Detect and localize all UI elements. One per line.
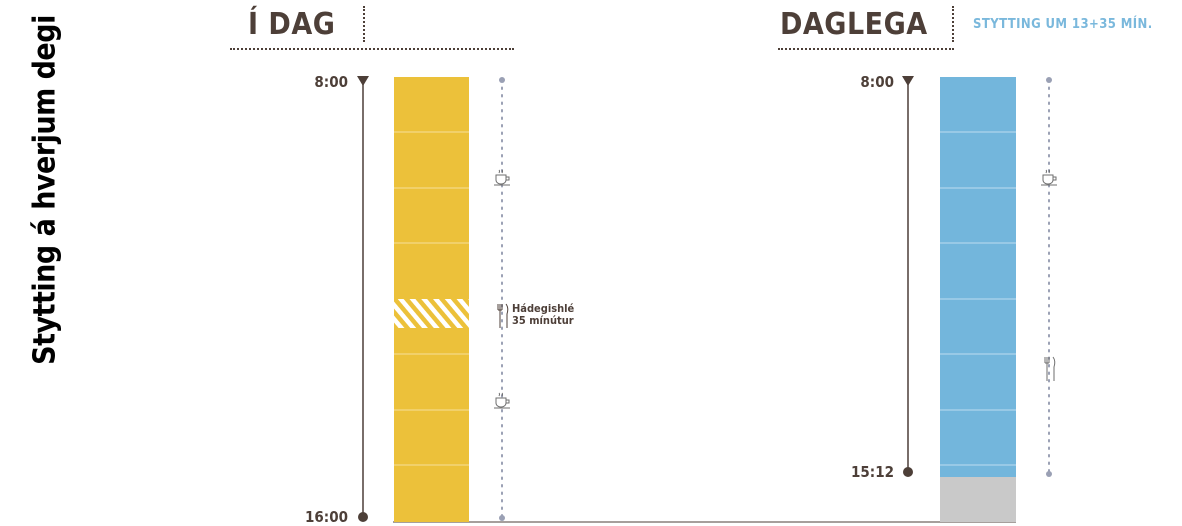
right-work-bar	[940, 77, 1016, 522]
coffee-icon	[494, 169, 510, 186]
left-title-separator	[363, 6, 365, 42]
right-timeline-axis	[902, 76, 914, 477]
left-break-line	[499, 77, 505, 521]
left-title-underline	[230, 48, 514, 50]
coffee-icon	[494, 392, 510, 409]
right-break-line	[1046, 77, 1052, 477]
lunch-label-duration: 35 mínútur	[512, 314, 574, 327]
right-start-time: 8:00	[860, 73, 894, 91]
lunch-label-title: Hádegishlé	[512, 302, 575, 315]
right-start-marker	[902, 76, 914, 86]
right-end-time: 15:12	[851, 463, 894, 481]
left-timeline-axis	[357, 76, 369, 522]
reduction-segment	[940, 477, 1016, 522]
left-title: Í DAG	[248, 7, 336, 42]
right-title-underline	[778, 48, 954, 50]
right-title: DAGLEGA	[780, 7, 928, 42]
right-end-marker	[903, 467, 913, 477]
fork-knife-icon	[497, 303, 509, 328]
left-end-marker	[358, 512, 368, 522]
left-end-time: 16:00	[305, 508, 348, 526]
reduction-note: STYTTING UM 13+35 MÍN.	[973, 17, 1153, 32]
fork-knife-icon	[1044, 356, 1056, 381]
lunch-break-segment	[394, 299, 469, 328]
left-start-marker	[357, 76, 369, 86]
lunch-label: Hádegishlé 35 mínútur	[512, 303, 574, 327]
left-start-time: 8:00	[314, 73, 348, 91]
coffee-icon	[1041, 169, 1057, 186]
left-work-bar	[394, 77, 469, 522]
right-title-separator	[952, 6, 954, 42]
